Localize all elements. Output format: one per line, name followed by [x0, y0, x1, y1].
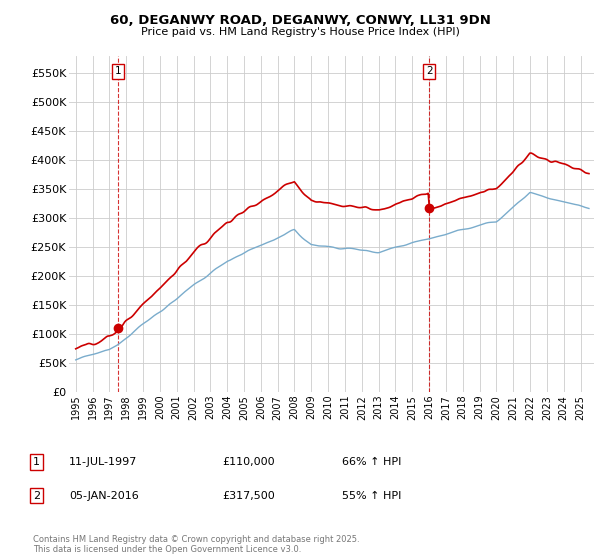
Text: £317,500: £317,500: [222, 491, 275, 501]
Text: 1: 1: [33, 457, 40, 467]
Text: 11-JUL-1997: 11-JUL-1997: [69, 457, 137, 467]
Text: 2: 2: [426, 66, 433, 76]
Text: £110,000: £110,000: [222, 457, 275, 467]
Text: 60, DEGANWY ROAD, DEGANWY, CONWY, LL31 9DN: 60, DEGANWY ROAD, DEGANWY, CONWY, LL31 9…: [110, 14, 490, 27]
Text: Price paid vs. HM Land Registry's House Price Index (HPI): Price paid vs. HM Land Registry's House …: [140, 27, 460, 37]
Text: 05-JAN-2016: 05-JAN-2016: [69, 491, 139, 501]
Text: Contains HM Land Registry data © Crown copyright and database right 2025.
This d: Contains HM Land Registry data © Crown c…: [33, 535, 359, 554]
Text: 55% ↑ HPI: 55% ↑ HPI: [342, 491, 401, 501]
Text: 2: 2: [33, 491, 40, 501]
Text: 1: 1: [115, 66, 122, 76]
Text: 66% ↑ HPI: 66% ↑ HPI: [342, 457, 401, 467]
